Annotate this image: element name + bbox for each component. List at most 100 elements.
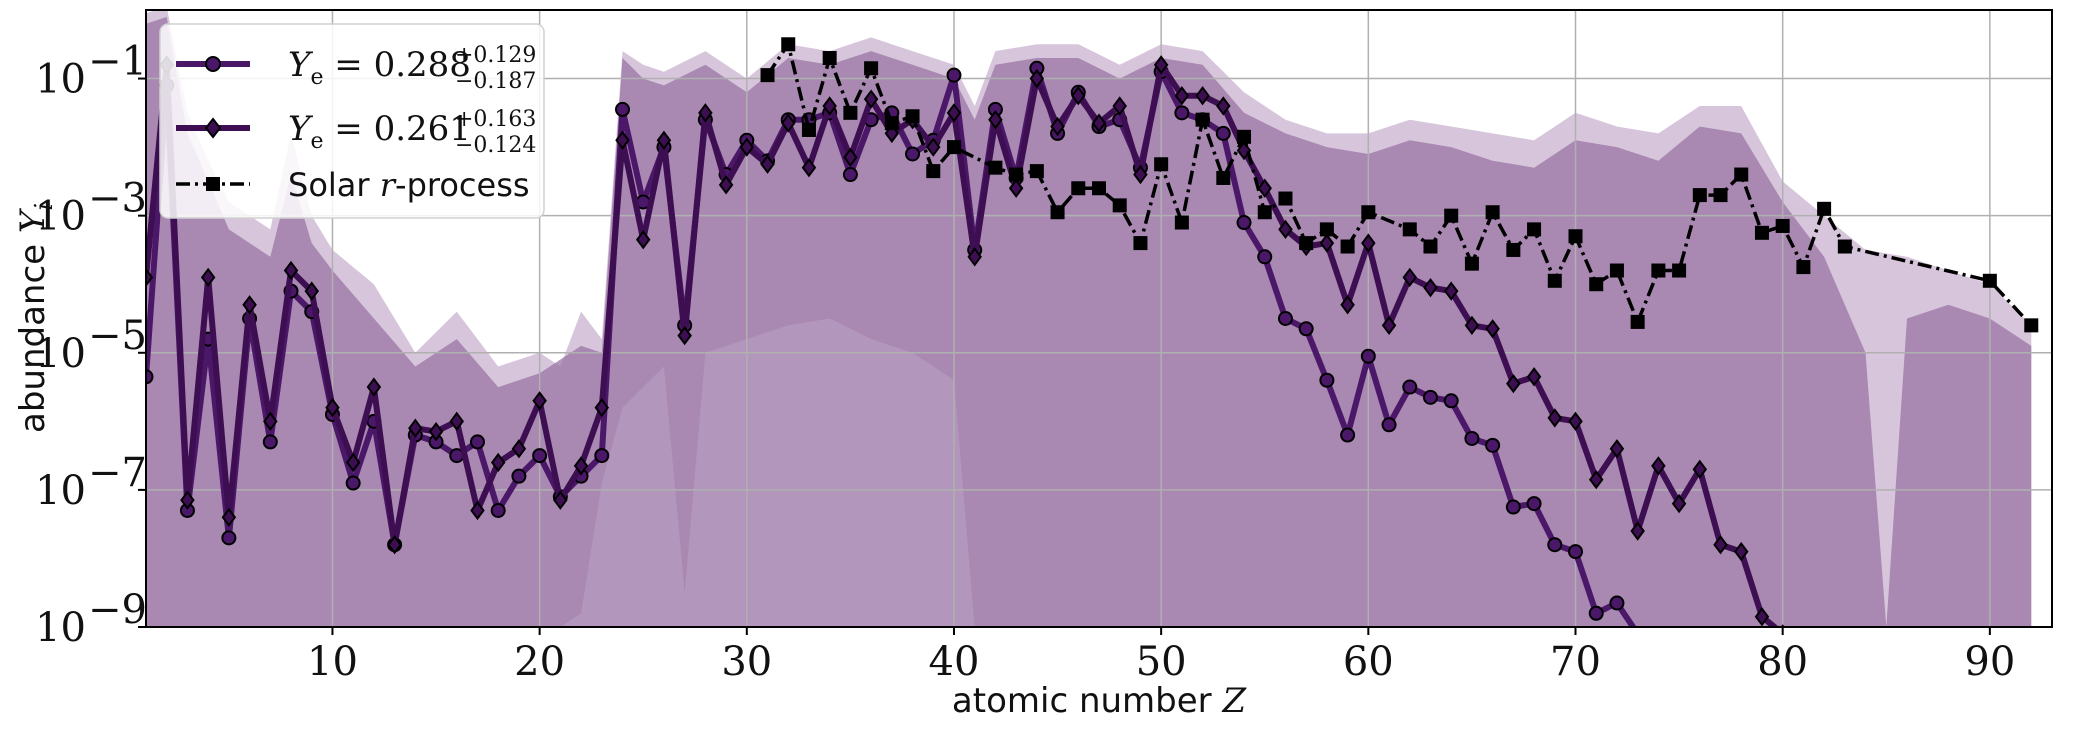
point-s3-z78	[1734, 167, 1749, 182]
y-tick-label--3: 10	[35, 194, 86, 240]
point-s1-z59	[1340, 427, 1356, 443]
point-s3-z71	[1589, 277, 1604, 292]
point-s2-z45	[1050, 116, 1065, 137]
legend-s1-main: Y	[288, 45, 314, 85]
point-s3-z65	[1464, 256, 1479, 271]
point-s3-z43	[1009, 167, 1024, 182]
y-axis-label-text: abundance	[13, 244, 53, 433]
point-s1-z70	[1568, 544, 1583, 560]
point-s1-z66	[1485, 437, 1501, 453]
x-axis-label-var: Z	[1221, 681, 1247, 721]
point-s1-z69	[1547, 537, 1563, 553]
point-s2-z11	[345, 452, 361, 473]
legend-s1-value: = 0.288	[323, 45, 470, 85]
point-s2-z16	[449, 411, 465, 432]
point-s2-z10	[325, 397, 340, 418]
point-s3-z76	[1692, 188, 1707, 203]
point-s1-z60	[1360, 348, 1376, 364]
point-s2-z15	[428, 421, 444, 442]
legend-s2-sub: e	[310, 129, 323, 154]
point-s2-z70	[1568, 411, 1583, 432]
point-s1-z19	[511, 468, 527, 484]
legend-s1-sub: e	[310, 65, 323, 90]
point-s2-z5	[221, 507, 237, 527]
point-s1-z53	[1215, 125, 1231, 141]
legend-solar-text: Solar	[288, 166, 370, 204]
point-s2-z6	[242, 295, 257, 315]
x-axis-label: atomic number Z	[952, 681, 1248, 721]
x-tick-label-60: 60	[1343, 639, 1394, 685]
point-s2-z1	[146, 267, 154, 288]
point-s3-z47	[1092, 181, 1106, 196]
y-axis-label-var: Y	[13, 207, 53, 233]
point-s2-z37	[884, 123, 900, 144]
point-s2-z46	[1071, 86, 1086, 106]
point-s2-z39	[926, 137, 941, 157]
point-s1-z65	[1464, 430, 1480, 446]
point-s3-z31	[760, 68, 775, 83]
point-s2-z3	[180, 490, 195, 510]
point-s1-z67	[1505, 499, 1521, 515]
point-s2-z77	[1713, 535, 1728, 555]
series-3	[760, 37, 2039, 333]
point-s2-z59	[1340, 295, 1355, 315]
legend-marker-series2	[204, 117, 222, 139]
point-s3-z82	[1817, 201, 1832, 216]
series-2	[146, 55, 1785, 627]
point-s3-z72	[1609, 263, 1624, 278]
point-s1-z18	[490, 502, 506, 518]
point-s2-z32	[780, 113, 796, 133]
point-s3-z80	[1775, 218, 1790, 233]
legend-box	[159, 23, 545, 219]
point-s3-z36	[864, 61, 879, 76]
point-s2-z40	[946, 103, 962, 123]
point-s1-z63	[1422, 389, 1438, 405]
point-s3-z32	[781, 37, 796, 52]
point-s2-z51	[1174, 86, 1190, 106]
point-s2-z13	[387, 535, 402, 555]
point-s2-z67	[1506, 373, 1521, 394]
y-tick-label--9: 10	[35, 605, 86, 651]
point-s2-z75	[1671, 493, 1687, 514]
point-s2-z41	[967, 247, 982, 267]
y-axis-label-sub: i	[30, 203, 58, 211]
point-s2-z64	[1443, 281, 1459, 301]
point-s3-z38	[905, 109, 920, 124]
point-s2-z79	[1754, 607, 1770, 627]
point-s2-z9	[304, 281, 319, 301]
legend-marker-series1	[205, 56, 221, 72]
point-s2-z62	[1402, 267, 1418, 288]
point-s1-z62	[1402, 379, 1418, 395]
point-s2-z26	[656, 130, 672, 150]
point-s2-z65	[1464, 315, 1480, 336]
point-s2-z49	[1133, 164, 1148, 185]
legend-marker-solar	[206, 177, 220, 191]
point-s1-z23	[594, 448, 610, 464]
point-s1-z72	[1609, 595, 1625, 611]
point-s2-z8	[283, 260, 299, 281]
point-s1-z40	[946, 67, 962, 83]
point-s3-z48	[1112, 198, 1127, 213]
point-s2-z73	[1630, 521, 1645, 541]
point-s3-z52	[1195, 112, 1210, 127]
point-s1-z38	[905, 146, 921, 162]
point-s1-z17	[469, 434, 485, 450]
point-s1-z55	[1257, 249, 1273, 265]
point-s3-z62	[1402, 222, 1417, 237]
point-s3-z67	[1506, 242, 1521, 257]
point-s2-z52	[1195, 86, 1210, 106]
point-s3-z60	[1361, 205, 1376, 220]
y-tick-label--1: 10	[35, 57, 86, 103]
point-s3-z63	[1423, 239, 1438, 254]
point-s3-z49	[1133, 236, 1148, 251]
legend-label-series1: Ye = 0.288	[288, 45, 471, 90]
point-s2-z7	[263, 411, 278, 432]
point-s1-z20	[532, 448, 548, 464]
point-s3-z37	[884, 116, 899, 131]
y-tick-exp--1: −1	[88, 39, 147, 85]
point-s2-z71	[1588, 469, 1604, 490]
point-s3-z56	[1278, 191, 1293, 206]
point-s1-z11	[345, 475, 361, 491]
x-tick-label-20: 20	[514, 639, 565, 685]
point-s2-z31	[760, 154, 775, 174]
